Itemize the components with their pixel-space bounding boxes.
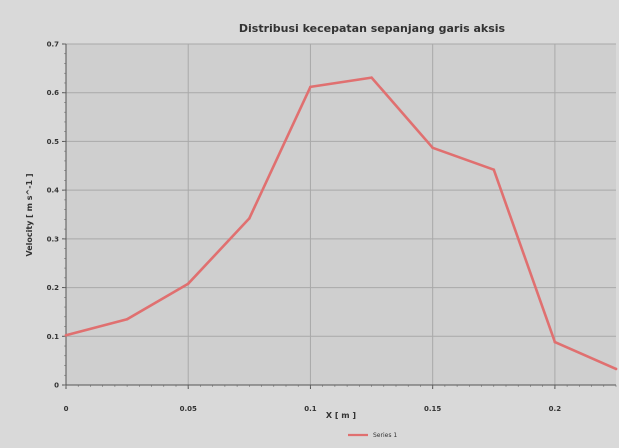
x-tick-label: 0.1 xyxy=(304,405,317,413)
y-tick-label: 0.2 xyxy=(47,284,60,292)
x-tick-label: 0.15 xyxy=(424,405,441,413)
y-tick-label: 0 xyxy=(54,382,59,390)
y-tick-label: 0.4 xyxy=(47,187,60,195)
y-axis-label: Velocity [ m s^-1 ] xyxy=(25,173,34,256)
y-tick-label: 0.1 xyxy=(47,333,60,341)
plot-area xyxy=(66,44,616,385)
y-tick-label: 0.7 xyxy=(47,41,60,49)
series-line xyxy=(64,76,618,371)
x-tick-label: 0.2 xyxy=(549,405,562,413)
data-point xyxy=(370,76,373,79)
chart-title: Distribusi kecepatan sepanjang garis aks… xyxy=(239,22,506,35)
series-layer xyxy=(64,76,618,371)
data-point xyxy=(64,334,68,337)
data-point xyxy=(553,340,557,344)
x-tick-label: 0.05 xyxy=(180,405,197,413)
grid xyxy=(65,43,616,386)
data-point xyxy=(125,317,129,321)
data-point xyxy=(248,217,251,220)
x-axis-label: X [ m ] xyxy=(326,411,356,420)
data-point xyxy=(492,168,496,171)
y-tick-label: 0.6 xyxy=(47,89,60,97)
legend: Series 1 xyxy=(348,432,397,439)
y-tick-label: 0.3 xyxy=(47,235,60,243)
data-point xyxy=(309,85,312,89)
data-point xyxy=(186,282,190,285)
axes: 0 0.05 0.1 0.15 0.2 0 0.1 0.2 0.3 0.4 0.5 0.6 0.7 xyxy=(47,41,617,413)
data-point xyxy=(431,146,434,150)
y-tick-label: 0.5 xyxy=(47,138,60,146)
x-tick-label: 0 xyxy=(64,405,69,413)
legend-label: Series 1 xyxy=(373,432,397,439)
y-axis-label-group: Velocity [ m s^-1 ] xyxy=(25,173,34,256)
data-point xyxy=(614,367,618,371)
